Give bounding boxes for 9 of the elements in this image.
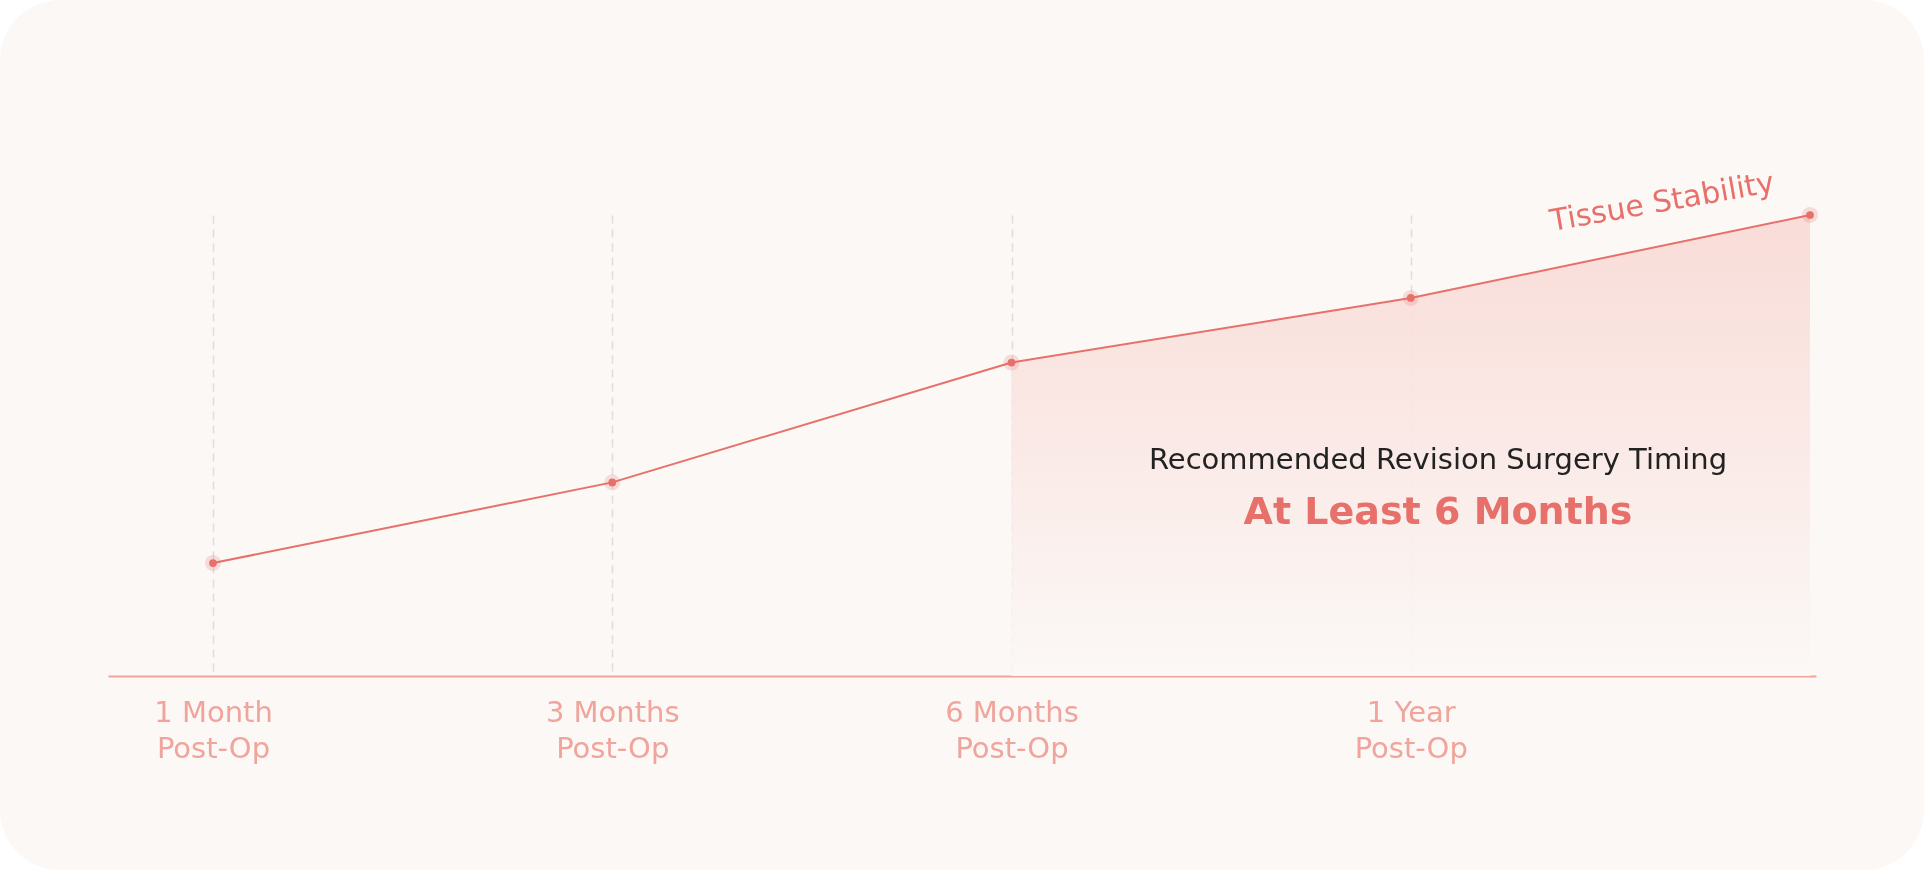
x-tick-label: 6 Months Post-Op: [945, 694, 1079, 765]
x-tick-label: 1 Month Post-Op: [154, 694, 273, 765]
annotation: Recommended Revision Surgery Timing: [1148, 442, 1728, 476]
point: [204, 555, 222, 572]
x-tick-label: 1 Year Post-Op: [1354, 694, 1468, 765]
annotation: At Least 6 Months: [1243, 489, 1633, 533]
x-tick-label: 3 Months Post-Op: [545, 694, 680, 765]
text: Tissue Stability: [1546, 164, 1777, 239]
point: [604, 474, 621, 491]
